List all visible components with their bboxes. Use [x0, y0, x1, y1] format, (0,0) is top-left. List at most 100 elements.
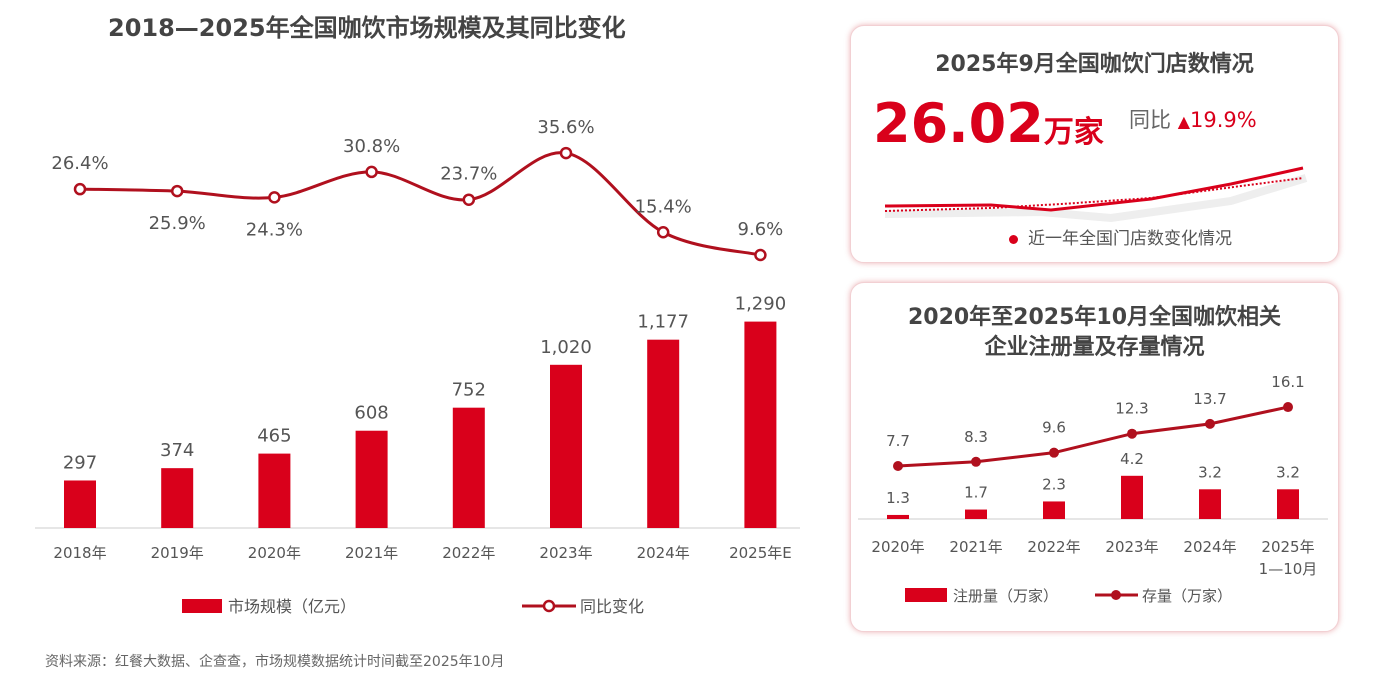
bar-value-label: 374: [160, 440, 194, 461]
bar-value-label: 3.2: [1198, 463, 1222, 481]
legend-line-marker: [1111, 590, 1121, 600]
bar: [161, 468, 194, 528]
x-tick-label: 2020年: [248, 544, 301, 562]
source-note: 资料来源：红餐大数据、企查查，市场规模数据统计时间截至2025年10月: [45, 654, 505, 670]
bar: [647, 339, 680, 528]
sparkline-line: [884, 166, 1304, 212]
x-tick-label: 2023年: [539, 544, 592, 562]
stock-value-label: 8.3: [964, 428, 988, 446]
x-tick-label: 2024年: [1183, 538, 1236, 556]
bar-value-label: 752: [452, 380, 486, 401]
x-tick-label: 1—10月: [1259, 560, 1318, 578]
yoy-value-label: 23.7%: [440, 164, 497, 185]
yoy-value: 19.9%: [1190, 108, 1257, 132]
yoy-point: [656, 226, 670, 239]
x-tick-label: 2021年: [949, 538, 1002, 556]
store-count-value: 26.02万家: [873, 92, 1104, 155]
stock-point: [1049, 447, 1059, 458]
bar: [887, 514, 909, 519]
bar-value-label: 1,290: [735, 294, 787, 315]
yoy-change: 同比 ▲19.9%: [1129, 104, 1257, 134]
x-tick-label: 2024年: [637, 544, 690, 562]
bar-value-label: 297: [63, 452, 97, 473]
stock-line: [897, 405, 1289, 468]
store-trend-sparkline: [884, 166, 1308, 223]
store-count-card: 2025年9月全国咖饮门店数情况 26.02万家 同比 ▲19.9% 近一年全国…: [850, 25, 1339, 263]
x-tick-label: 2020年: [871, 538, 924, 556]
yoy-point: [754, 248, 767, 262]
yoy-point: [462, 193, 476, 206]
bar: [355, 430, 388, 528]
yoy-point: [559, 146, 573, 160]
bar: [550, 364, 582, 528]
trend-legend-label: 近一年全国门店数变化情况: [1028, 229, 1232, 249]
sparkline-dotted: [884, 177, 1304, 212]
bar-value-label: 3.2: [1276, 463, 1300, 481]
bar: [452, 407, 485, 528]
x-tick-label: 2025年E: [729, 544, 792, 562]
bar: [258, 453, 291, 528]
enterprise-card: 2020年至2025年10月全国咖饮相关 企业注册量及存量情况: [850, 282, 1339, 632]
bar-value-label: 4.2: [1120, 450, 1144, 468]
bar-value-label: 1.7: [964, 484, 988, 502]
stock-point: [893, 461, 903, 471]
legend-line-label: 同比变化: [580, 597, 644, 616]
legend-bar-swatch: [905, 588, 947, 602]
store-count-number: 26.02: [873, 92, 1044, 155]
legend-line-marker: [542, 599, 556, 613]
main-chart-title: 2018—2025年全国咖饮市场规模及其同比变化: [108, 14, 626, 42]
main-chart: 297 2018年 374 2019年 465 2020年 608 2021年 752 2022年…: [35, 117, 800, 616]
yoy-point: [170, 184, 184, 198]
legend-bar-label: 注册量（万家）: [953, 587, 1058, 605]
sparkline-shadow: [884, 174, 1308, 223]
bar-value-label: 608: [354, 403, 388, 424]
x-tick-label: 2023年: [1105, 538, 1158, 556]
yoy-line: [79, 151, 761, 257]
bar-value-label: 1,177: [637, 312, 689, 333]
yoy-value-label: 15.4%: [635, 196, 692, 217]
stock-value-label: 9.6: [1042, 419, 1066, 437]
stock-value-label: 16.1: [1271, 373, 1304, 391]
yoy-value-label: 30.8%: [343, 136, 400, 157]
bar: [965, 509, 987, 519]
yoy-value-label: 26.4%: [51, 153, 108, 174]
yoy-point: [73, 182, 87, 196]
store-card-title: 2025年9月全国咖饮门店数情况: [935, 52, 1254, 77]
stock-value-label: 7.7: [886, 432, 910, 450]
yoy-value-label: 9.6%: [738, 219, 784, 240]
stock-point: [1205, 418, 1215, 429]
bar: [1121, 475, 1143, 519]
x-tick-label: 2022年: [1027, 538, 1080, 556]
x-tick-label: 2022年: [442, 544, 495, 562]
legend-bar-swatch: [182, 599, 222, 613]
bar-value-label: 465: [257, 426, 291, 447]
legend-dot-icon: [1009, 234, 1018, 244]
stock-point: [971, 456, 981, 467]
yoy-value-label: 24.3%: [246, 219, 303, 240]
stock-value-label: 13.7: [1193, 390, 1226, 408]
bar-value-label: 1.3: [886, 489, 910, 507]
yoy-point: [268, 191, 281, 204]
bar: [64, 480, 96, 528]
yoy-value-label: 25.9%: [149, 213, 206, 234]
bar-value-label: 2.3: [1042, 475, 1066, 493]
stock-value-label: 12.3: [1115, 400, 1148, 418]
x-tick-label: 2019年: [151, 544, 204, 562]
stock-point: [1127, 428, 1137, 439]
yoy-value-label: 35.6%: [537, 117, 594, 138]
stock-point: [1283, 402, 1293, 413]
enterprise-chart: 1.3 2020年 1.7 2021年 2.3 2022年 4.2 2023年 3.2 2024年…: [858, 373, 1328, 605]
bar: [1277, 489, 1299, 519]
yoy-label: 同比: [1129, 108, 1171, 132]
store-count-unit: 万家: [1043, 115, 1104, 150]
bar-value-label: 1,020: [540, 337, 592, 358]
bar: [744, 321, 777, 528]
enterprise-chart-title-line2: 企业注册量及存量情况: [984, 335, 1205, 360]
up-triangle-icon: ▲: [1177, 112, 1190, 131]
yoy-point: [365, 165, 378, 179]
x-tick-label: 2021年: [345, 544, 398, 562]
bar: [1043, 501, 1065, 519]
x-tick-label: 2018年: [53, 544, 106, 562]
x-tick-label: 2025年: [1261, 538, 1314, 556]
legend-bar-label: 市场规模（亿元）: [228, 597, 356, 616]
